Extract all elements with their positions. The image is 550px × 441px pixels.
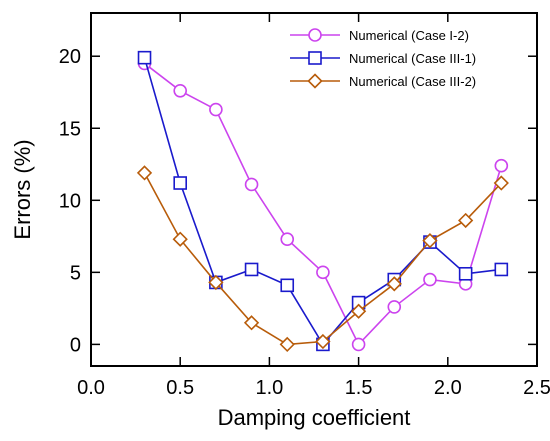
- y-tick-label: 15: [59, 118, 81, 140]
- data-point: [493, 175, 509, 191]
- data-point: [137, 50, 152, 65]
- data-point: [423, 272, 437, 287]
- legend-label: Numerical (Case III-2): [349, 74, 476, 89]
- data-point: [244, 262, 259, 277]
- data-point: [494, 262, 509, 277]
- data-point: [315, 333, 331, 350]
- y-axis-label: Errors (%): [10, 139, 35, 239]
- x-axis-label: Damping coefficient: [218, 405, 411, 430]
- x-tick-label: 0.5: [166, 377, 194, 399]
- legend-marker: [308, 28, 322, 42]
- data-point: [351, 337, 366, 352]
- data-point: [209, 102, 223, 117]
- x-tick-label: 1.5: [345, 377, 373, 399]
- data-point: [208, 274, 224, 291]
- data-point: [173, 84, 187, 98]
- x-axis-ticks: 0.0 0.5 1.0 1.5 2.0 2.5: [77, 13, 550, 399]
- data-point: [494, 158, 509, 173]
- legend-marker: [308, 51, 322, 65]
- data-point: [243, 315, 260, 331]
- legend-label: Numerical (Case III-1): [349, 51, 476, 66]
- data-point: [458, 266, 473, 281]
- data-point: [172, 231, 188, 247]
- data-point: [386, 276, 402, 292]
- x-tick-label: 2.5: [523, 377, 550, 399]
- y-tick-label: 5: [70, 262, 81, 284]
- data-point: [136, 165, 153, 181]
- series-3: [136, 165, 509, 353]
- data-point: [280, 232, 295, 247]
- legend-marker: [307, 73, 323, 89]
- data-point: [244, 177, 259, 192]
- y-tick-label: 10: [59, 190, 81, 212]
- data-point: [458, 212, 474, 229]
- y-axis-ticks: 0 5 10 15 20: [59, 46, 537, 356]
- y-tick-label: 0: [70, 334, 81, 356]
- data-point: [279, 336, 295, 353]
- data-point: [387, 300, 402, 314]
- x-tick-label: 2.0: [434, 377, 462, 399]
- data-point: [173, 176, 187, 190]
- data-point: [280, 278, 295, 293]
- legend: Numerical (Case I-2) Numerical (Case III-…: [290, 28, 476, 89]
- series-layer: [136, 50, 509, 353]
- x-tick-label: 1.0: [255, 377, 283, 399]
- legend-label: Numerical (Case I-2): [349, 28, 469, 43]
- data-point: [422, 233, 438, 249]
- plot-frame: [90, 12, 538, 367]
- y-tick-label: 20: [59, 46, 81, 68]
- data-point: [316, 265, 330, 280]
- data-point: [350, 303, 367, 319]
- x-tick-label: 0.0: [77, 377, 105, 399]
